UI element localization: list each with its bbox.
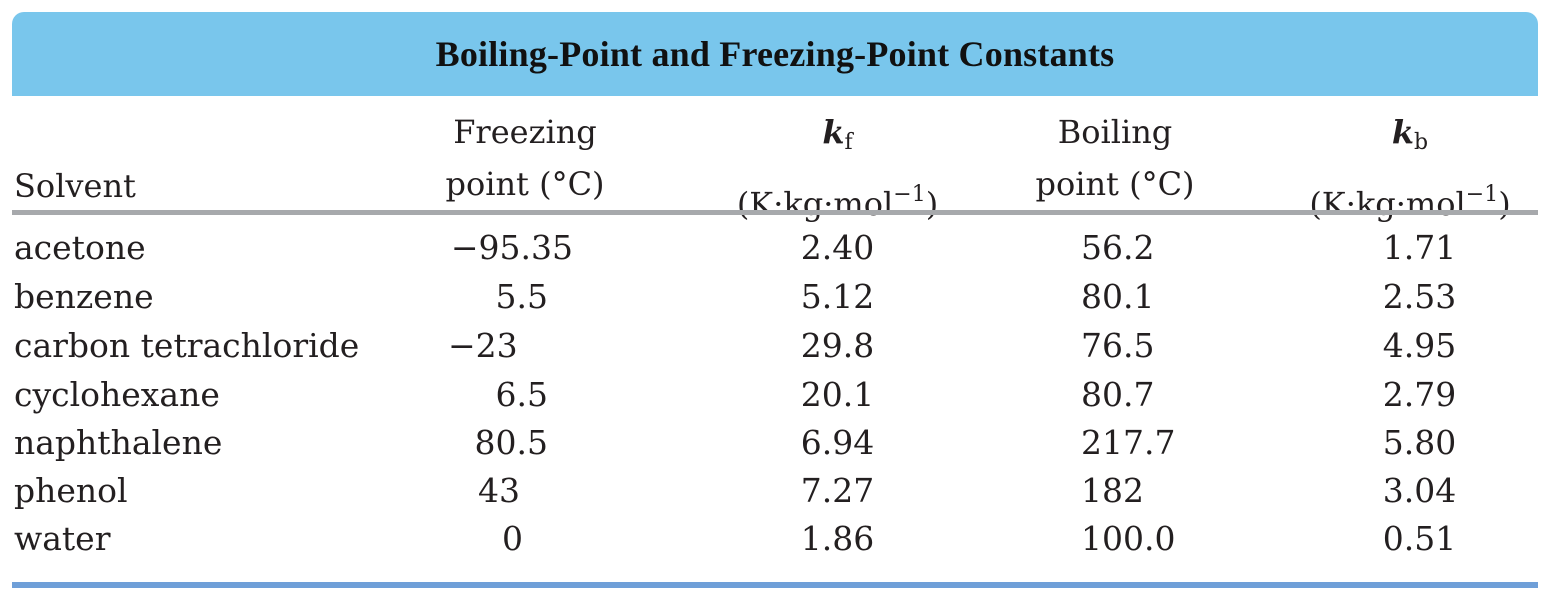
cell-kb: 2.79	[1382, 375, 1457, 414]
header-kb: kb (K·kg·mol−1)	[1285, 106, 1535, 230]
cell-kf: 6.94	[800, 423, 875, 462]
header-solvent: Solvent	[14, 160, 136, 212]
kf-unit-exp: −1	[893, 182, 926, 207]
cell-freezing-point: 6.5	[495, 375, 548, 414]
kf-symbol: k	[822, 113, 845, 151]
cell-kf: 20.1	[800, 375, 875, 414]
header-kf-unit: (K·kg·mol−1)	[700, 169, 975, 230]
cell-solvent: benzene	[14, 277, 154, 316]
cell-kb: 5.80	[1382, 423, 1457, 462]
kb-unit-pre: (K·kg·mol	[1309, 185, 1466, 223]
cell-boiling-point: 76.5	[1081, 326, 1155, 365]
cell-boiling-point: 182	[1081, 471, 1144, 510]
cell-freezing-point: 0	[502, 519, 523, 558]
header-boiling-line2: point (°C)	[1035, 165, 1195, 203]
cell-solvent: water	[14, 519, 111, 558]
cell-boiling-point: 217.7	[1081, 423, 1176, 462]
kf-unit-post: )	[925, 185, 939, 223]
table-row: naphthalene 80.5 6.94 217.7 5.80	[0, 419, 1547, 467]
cell-kf: 2.40	[800, 228, 875, 267]
table-row: phenol 43 7.27 182 3.04	[0, 467, 1547, 515]
cell-freezing-point: −95.35	[450, 228, 573, 267]
cell-kf: 5.12	[800, 277, 875, 316]
header-rule	[12, 210, 1538, 215]
cell-boiling-point: 100.0	[1081, 519, 1176, 558]
kf-subscript: f	[844, 130, 853, 155]
cell-solvent: carbon tetrachloride	[14, 326, 360, 365]
cell-freezing-point: 5.5	[495, 277, 548, 316]
table-title-band: Boiling-Point and Freezing-Point Constan…	[12, 12, 1538, 96]
header-freezing-line1: Freezing	[453, 113, 597, 151]
bottom-rule	[12, 582, 1538, 588]
cell-kb: 3.04	[1382, 471, 1457, 510]
cell-solvent: naphthalene	[14, 423, 223, 462]
cell-solvent: cyclohexane	[14, 375, 220, 414]
cell-kf: 1.86	[800, 519, 875, 558]
header-solvent-label: Solvent	[14, 167, 136, 205]
cell-solvent: acetone	[14, 228, 146, 267]
kb-subscript: b	[1414, 130, 1429, 155]
table-row: acetone −95.35 2.40 56.2 1.71	[0, 224, 1547, 272]
table-row: water 0 1.86 100.0 0.51	[0, 515, 1547, 563]
cell-freezing-point: −23	[448, 326, 518, 365]
cell-kb: 1.71	[1382, 228, 1457, 267]
kf-unit-pre: (K·kg·mol	[736, 185, 894, 223]
kb-unit-post: )	[1498, 185, 1511, 223]
header-kb-unit: (K·kg·mol−1)	[1285, 169, 1535, 230]
cell-kb: 0.51	[1382, 519, 1457, 558]
cell-boiling-point: 56.2	[1081, 228, 1155, 267]
kb-unit-exp: −1	[1465, 182, 1499, 207]
table-row: cyclohexane 6.5 20.1 80.7 2.79	[0, 371, 1547, 419]
cell-kb: 2.53	[1382, 277, 1457, 316]
table-row: benzene 5.5 5.12 80.1 2.53	[0, 273, 1547, 321]
header-freezing-point: Freezing point (°C)	[440, 106, 610, 210]
header-freezing-line2: point (°C)	[445, 165, 605, 203]
cell-boiling-point: 80.7	[1081, 375, 1155, 414]
table-title: Boiling-Point and Freezing-Point Constan…	[435, 34, 1115, 74]
header-kf: kf (K·kg·mol−1)	[700, 106, 975, 230]
cell-boiling-point: 80.1	[1081, 277, 1155, 316]
cell-kf: 29.8	[800, 326, 875, 365]
cell-solvent: phenol	[14, 471, 128, 510]
header-kb-symbol-line: kb	[1285, 106, 1535, 169]
cell-freezing-point: 43	[478, 471, 520, 510]
cell-freezing-point: 80.5	[474, 423, 548, 462]
cell-kf: 7.27	[800, 471, 875, 510]
table-row: carbon tetrachloride −23 29.8 76.5 4.95	[0, 322, 1547, 370]
header-kf-symbol-line: kf	[700, 106, 975, 169]
header-boiling-line1: Boiling	[1057, 113, 1173, 151]
header-boiling-point: Boiling point (°C)	[1030, 106, 1200, 210]
kb-symbol: k	[1391, 113, 1415, 151]
cell-kb: 4.95	[1382, 326, 1457, 365]
